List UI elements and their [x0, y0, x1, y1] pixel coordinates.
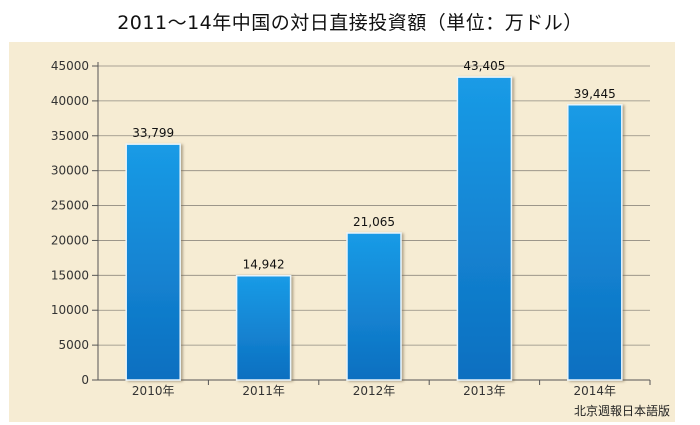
y-tick-label: 5000	[58, 338, 89, 352]
chart-title: 2011～14年中国の対日直接投資額（単位：万ドル）	[117, 12, 583, 34]
data-label: 33,799	[132, 126, 174, 140]
x-tick-label: 2012年	[353, 384, 396, 398]
labels: 33,799 2010年 14,942 2011年 21,065 2012年 43,405 2…	[132, 59, 616, 398]
x-tick-label: 2010年	[132, 384, 175, 398]
chart-panel	[9, 42, 675, 422]
x-tick-label: 2013年	[463, 384, 506, 398]
x-tick-label: 2011年	[242, 384, 285, 398]
data-label: 43,405	[463, 59, 505, 73]
axes: 0 5000 10000 15000 20000 25000 30000 35000 40000…	[51, 59, 651, 387]
source-credit: 北京週報日本語版	[573, 404, 670, 418]
y-tick-label: 0	[81, 373, 89, 387]
y-tick-label: 30000	[51, 164, 89, 178]
bar	[567, 104, 623, 381]
bar	[456, 76, 513, 381]
y-tick-label: 35000	[51, 129, 89, 143]
y-tick-label: 25000	[51, 199, 89, 213]
y-tick-label: 10000	[51, 303, 89, 317]
bars	[125, 76, 623, 381]
y-tick-label: 45000	[51, 59, 89, 73]
y-tick-label: 40000	[51, 94, 89, 108]
bar	[346, 232, 402, 381]
y-tick-label: 15000	[51, 268, 89, 282]
data-label: 21,065	[353, 215, 395, 229]
data-label: 39,445	[574, 87, 616, 101]
x-tick-label: 2014年	[574, 384, 617, 398]
y-tick-label: 20000	[51, 233, 89, 247]
data-label: 14,942	[243, 258, 285, 272]
bar	[235, 274, 292, 381]
bar	[125, 143, 181, 381]
